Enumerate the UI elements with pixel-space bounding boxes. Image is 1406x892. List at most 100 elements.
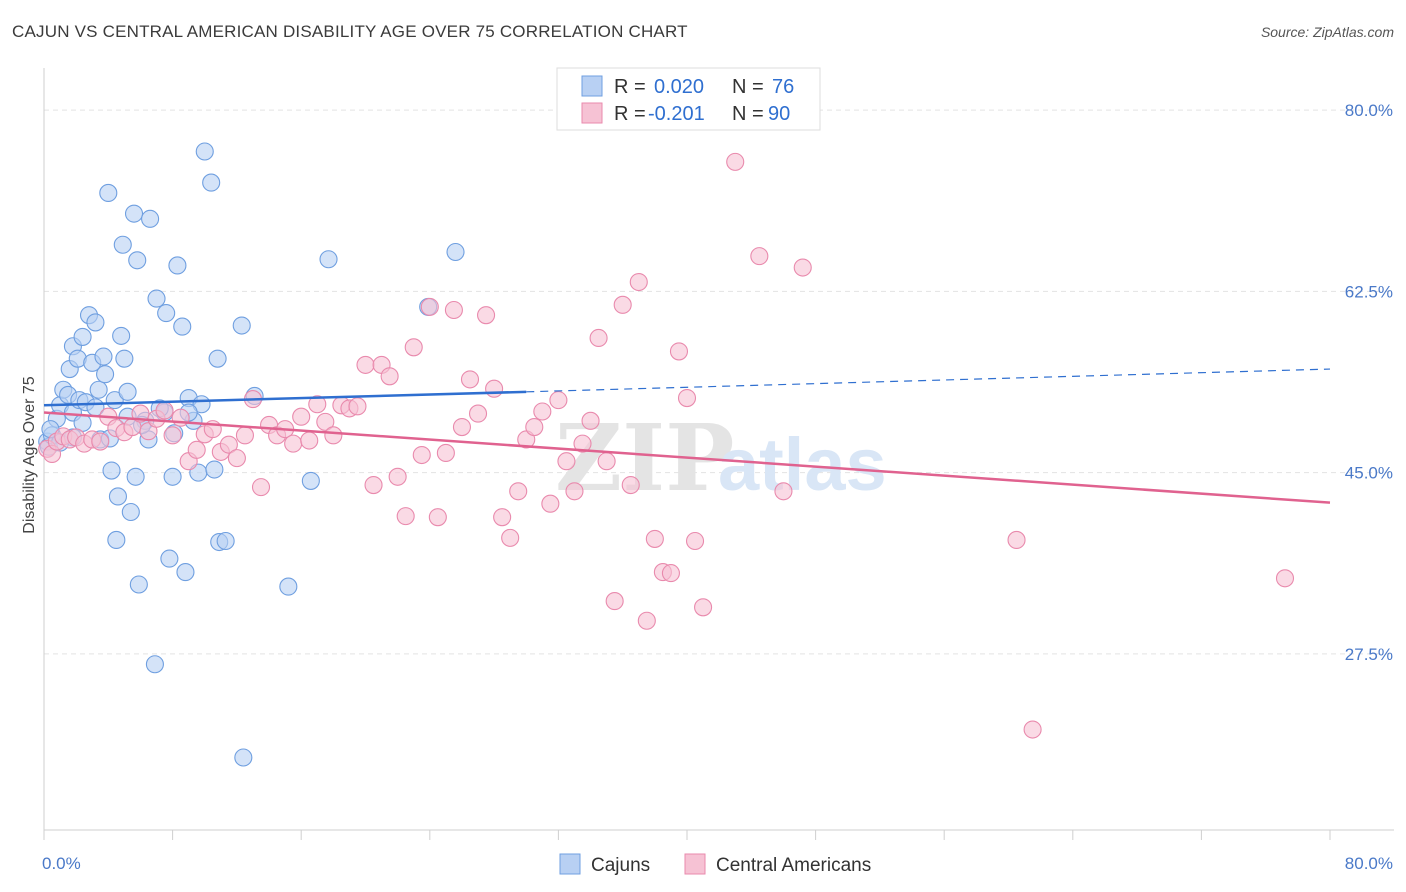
central-american-point <box>1275 569 1295 588</box>
central-american-point <box>589 328 608 348</box>
cajun-point <box>173 317 192 336</box>
central-american-point <box>444 300 463 320</box>
central-american-point <box>509 482 528 501</box>
series-legend: Cajuns Central Americans <box>559 853 871 876</box>
cajun-point <box>113 235 132 254</box>
y-tick-label: 45.0% <box>1345 464 1393 483</box>
legend-r-label-2: R = <box>614 103 646 125</box>
cajun-point <box>157 304 176 323</box>
y-tick-label: 62.5% <box>1345 282 1393 301</box>
cajun-point <box>205 460 224 479</box>
central-american-point <box>549 391 568 410</box>
central-american-point <box>388 467 407 486</box>
trend-lines <box>43 368 1331 504</box>
cajun-point <box>96 365 115 384</box>
central-american-point <box>163 426 182 445</box>
central-american-point <box>404 338 423 357</box>
central-american-point <box>235 426 254 445</box>
central-american-point <box>541 494 560 513</box>
central-american-point <box>774 482 793 501</box>
legend-r-value-2: -0.201 <box>648 103 705 125</box>
y-axis-label: Disability Age Over 75 <box>21 376 38 534</box>
grid-lines <box>44 109 1394 655</box>
cajun-point <box>301 471 320 490</box>
chart-source: Source: ZipAtlas.com <box>1260 24 1394 40</box>
central-american-point <box>420 297 439 316</box>
central-american-point <box>613 295 632 314</box>
central-american-point <box>452 417 472 437</box>
cajun-point <box>319 250 338 269</box>
cajun-point <box>163 467 182 486</box>
cajun-point <box>232 316 251 335</box>
cajun-point <box>124 204 144 223</box>
legend-n-value-2: 90 <box>768 103 790 125</box>
central-american-point <box>396 507 415 526</box>
central-american-point <box>155 401 174 420</box>
central-american-point <box>533 402 552 421</box>
central-american-trend-line <box>43 411 1331 504</box>
central-american-point <box>300 431 319 450</box>
cajun-point <box>446 242 465 262</box>
central-american-point <box>677 388 697 408</box>
x-tick-label-min: 0.0% <box>42 854 81 873</box>
bottom-legend-swatch-central-americans <box>684 853 706 875</box>
central-american-point <box>501 528 520 547</box>
cajun-point <box>176 563 195 582</box>
y-tick-labels: 80.0% 62.5% 45.0% 27.5% <box>1345 101 1393 664</box>
legend-n-value-1: 76 <box>772 76 794 98</box>
central-american-point <box>726 152 745 171</box>
cajun-point <box>102 461 121 480</box>
legend-swatch-central-americans <box>581 102 603 124</box>
central-american-point <box>91 432 110 451</box>
cajun-point <box>129 575 148 594</box>
central-american-point <box>324 426 343 445</box>
central-american-point <box>793 258 812 277</box>
cajun-point <box>121 502 140 522</box>
x-axis-ticks <box>43 830 1331 840</box>
central-american-point <box>251 478 271 497</box>
cajun-point <box>168 256 187 275</box>
central-american-point <box>750 247 769 266</box>
central-american-point <box>581 411 600 430</box>
cajun-point <box>89 380 108 399</box>
cajun-points <box>38 142 465 767</box>
central-american-point <box>477 306 496 325</box>
cajun-point <box>99 183 118 202</box>
cajun-point <box>115 349 134 368</box>
central-american-point <box>645 529 664 548</box>
cajun-point <box>118 382 137 401</box>
cajun-point <box>73 327 92 346</box>
legend-n-label-1: N = <box>732 76 764 98</box>
bottom-legend-label-cajuns: Cajuns <box>591 855 650 876</box>
cajun-point <box>126 467 145 486</box>
central-american-point <box>460 370 480 389</box>
cajun-point <box>112 326 131 345</box>
y-tick-label: 80.0% <box>1345 101 1393 120</box>
central-american-point <box>428 508 447 527</box>
cajun-point <box>160 549 179 568</box>
central-american-point <box>468 404 488 423</box>
central-american-point <box>219 435 238 454</box>
central-american-point <box>412 445 431 465</box>
cajun-point <box>279 577 298 596</box>
cajun-point <box>86 313 105 332</box>
legend-r-label-1: R = <box>614 76 646 98</box>
central-american-point <box>1007 530 1026 550</box>
central-american-point <box>621 476 640 495</box>
cajun-point <box>147 289 166 308</box>
central-american-point <box>485 379 504 398</box>
cajun-point <box>216 531 235 551</box>
cajun-trend-line <box>43 390 527 407</box>
y-tick-label: 27.5% <box>1345 645 1393 664</box>
central-american-point <box>493 508 512 527</box>
central-american-point <box>669 342 689 361</box>
central-american-point <box>661 564 680 583</box>
x-tick-label-max: 80.0% <box>1345 854 1393 873</box>
central-american-point <box>1023 720 1042 739</box>
cajun-point <box>195 142 214 161</box>
central-american-point <box>356 355 375 374</box>
cajun-point <box>107 530 126 550</box>
central-american-point <box>557 452 576 471</box>
central-american-point <box>187 440 206 459</box>
